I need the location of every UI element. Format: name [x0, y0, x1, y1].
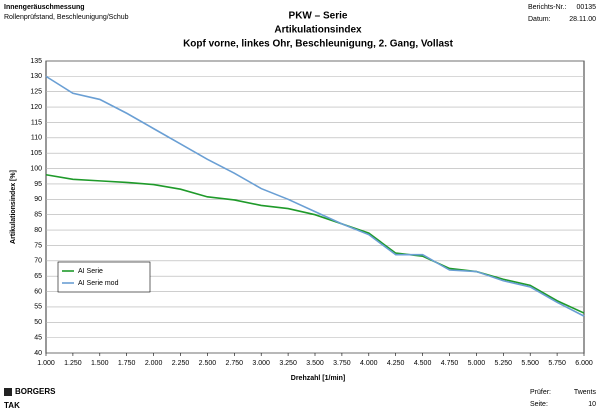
- x-tick-label: 1.000: [37, 360, 55, 367]
- x-tick-label: 3.750: [333, 360, 351, 367]
- data-line: [45, 173, 585, 314]
- y-tick-label: 130: [30, 73, 42, 80]
- y-tick-label: 85: [34, 212, 42, 219]
- x-tick-label: 2.500: [199, 360, 217, 367]
- x-tick-label: 6.000: [575, 360, 593, 367]
- y-tick-label: 50: [34, 319, 42, 326]
- x-tick-label: 4.500: [414, 360, 432, 367]
- y-axis-label: Artikulationsindex [%]: [10, 170, 17, 244]
- y-tick-label: 115: [31, 119, 42, 126]
- y-tick-label: 70: [34, 258, 42, 265]
- x-tick-label: 2.250: [172, 360, 190, 367]
- legend-box: [57, 261, 151, 293]
- y-tick-label: 105: [30, 150, 42, 157]
- date-label: Datum:: [528, 16, 551, 23]
- x-tick-label: 1.750: [118, 360, 136, 367]
- x-tick-label: 1.250: [64, 360, 82, 367]
- dept: TAK: [4, 401, 20, 410]
- examiner: Twents: [574, 389, 597, 396]
- y-tick-label: 135: [30, 58, 42, 65]
- x-tick-label: 2.750: [226, 360, 244, 367]
- plot-area: [45, 60, 585, 354]
- report-no: 00135: [577, 4, 597, 11]
- y-tick-label: 125: [30, 89, 42, 96]
- y-tick-label: 75: [34, 242, 42, 249]
- x-tick-label: 3.250: [279, 360, 297, 367]
- y-tick-label: 80: [34, 227, 42, 234]
- report-label: Berichts-Nr.:: [528, 4, 567, 11]
- chart-title: PKW – Serie: [289, 11, 348, 22]
- x-tick-label: 5.750: [548, 360, 566, 367]
- legend-label: AI Serie mod: [78, 280, 119, 287]
- x-tick-label: 3.000: [252, 360, 270, 367]
- y-tick-label: 55: [34, 304, 42, 311]
- x-tick-label: 5.000: [468, 360, 486, 367]
- y-tick-label: 45: [34, 334, 42, 341]
- x-tick-label: 5.500: [521, 360, 539, 367]
- examiner-label: Prüfer:: [530, 389, 551, 396]
- legend-label: AI Serie: [78, 268, 103, 275]
- y-tick-label: 90: [34, 196, 42, 203]
- data-line: [45, 75, 585, 317]
- header-subtitle: Rollenprüfstand, Beschleunigung/Schub: [4, 14, 129, 21]
- y-tick-label: 100: [30, 165, 42, 172]
- y-tick-label: 65: [34, 273, 42, 280]
- header-title: Innengeräuschmessung: [4, 4, 85, 11]
- page-no: 10: [588, 401, 596, 408]
- y-tick-label: 120: [30, 104, 42, 111]
- x-tick-label: 4.250: [387, 360, 405, 367]
- chart-subtitle: Artikulationsindex: [274, 25, 362, 36]
- y-tick-label: 40: [34, 350, 42, 357]
- chart-subtitle: Kopf vorne, linkes Ohr, Beschleunigung, …: [183, 39, 454, 50]
- page-label: Seite:: [530, 401, 548, 408]
- x-tick-label: 2.000: [145, 360, 163, 367]
- y-tick-label: 95: [34, 181, 42, 188]
- y-tick-label: 110: [31, 135, 42, 142]
- x-tick-label: 3.500: [306, 360, 324, 367]
- x-tick-label: 5.250: [495, 360, 513, 367]
- x-tick-label: 4.000: [360, 360, 378, 367]
- date: 28.11.00: [569, 16, 596, 23]
- y-tick-label: 60: [34, 288, 42, 295]
- x-tick-label: 4.750: [441, 360, 459, 367]
- x-axis-label: Drehzahl [1/min]: [291, 375, 345, 382]
- logo: BORGERS: [15, 387, 56, 396]
- logo-icon: [4, 388, 12, 396]
- x-tick-label: 1.500: [91, 360, 109, 367]
